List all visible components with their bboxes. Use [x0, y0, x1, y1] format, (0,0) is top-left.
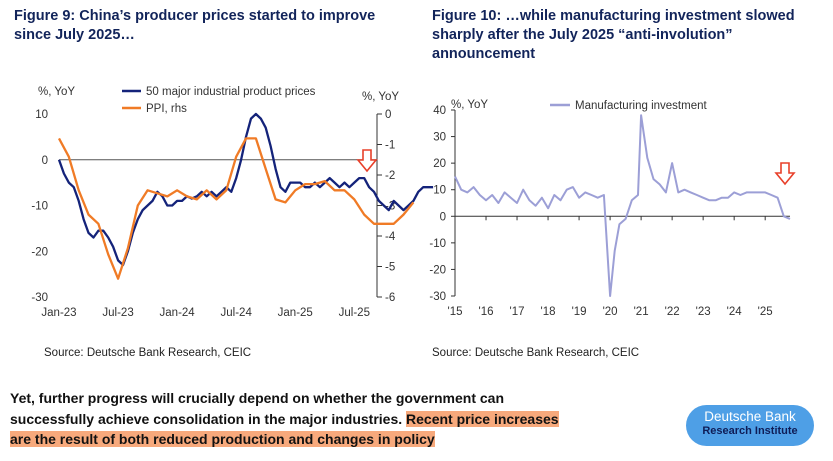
y-tick-label: 10: [433, 185, 446, 197]
x-tick-label: '18: [541, 306, 556, 318]
y-tick-label: -30: [429, 291, 446, 303]
x-tick-label: '23: [696, 306, 711, 318]
y-tick-label: 40: [433, 105, 446, 117]
legend-label: 50 major industrial product prices: [146, 86, 316, 98]
left-tick-label: 10: [35, 109, 48, 121]
x-tick-label: '21: [634, 306, 649, 318]
x-tick-label: Jan-25: [278, 307, 313, 319]
x-tick-label: Jan-24: [160, 307, 196, 319]
x-tick-label: Jul-23: [102, 307, 133, 319]
y-axis-unit: %, YoY: [451, 99, 488, 111]
x-tick-label: Jan-23: [41, 307, 76, 319]
x-tick-label: '17: [510, 306, 525, 318]
left-tick-label: -10: [31, 201, 48, 213]
x-tick-label: '24: [727, 306, 743, 318]
logo-line2: Research Institute: [702, 425, 798, 437]
left-tick-label: 0: [42, 155, 48, 167]
left-axis-unit: %, YoY: [38, 86, 75, 98]
series-line-50-products: [57, 112, 434, 267]
body-text-plain: Yet, further progress will crucially dep…: [10, 390, 504, 427]
y-tick-label: 0: [440, 211, 446, 223]
x-tick-label: Jul-24: [221, 307, 253, 319]
legend-label: PPI, rhs: [146, 103, 187, 115]
right-tick-label: -1: [385, 140, 395, 152]
figure10-source: Source: Deutsche Bank Research, CEIC: [432, 347, 640, 359]
left-tick-label: -20: [31, 246, 48, 258]
left-tick-label: -30: [31, 292, 48, 304]
figure9-title: Figure 9: China’s producer prices starte…: [14, 8, 376, 43]
x-tick-label: '25: [758, 306, 773, 318]
y-tick-label: 30: [433, 132, 446, 144]
figure10-chart: 40 30 20 10 0 -10 -20 -30'15 '16 '17 '18 '19 '20 '21 '…: [429, 99, 796, 318]
legend-label: Manufacturing investment: [575, 100, 707, 112]
down-arrow-annotation: [356, 149, 378, 173]
down-arrow-annotation: [774, 162, 796, 186]
y-tick-label: -20: [429, 264, 446, 276]
figure9-source: Source: Deutsche Bank Research, CEIC: [44, 347, 252, 359]
body-paragraph: Yet, further progress will crucially dep…: [10, 388, 570, 450]
x-tick-label: '16: [479, 306, 494, 318]
right-tick-label: 0: [385, 109, 391, 121]
right-tick-label: -2: [385, 170, 395, 182]
series-line-manufacturing-investment: [454, 114, 791, 297]
y-tick-label: -10: [429, 238, 446, 250]
x-tick-label: '22: [665, 306, 680, 318]
series-line-ppi: [57, 137, 415, 280]
right-tick-label: -6: [385, 292, 395, 304]
logo-line1: Deutsche Bank: [704, 409, 796, 424]
deutsche-bank-logo: Deutsche Bank Research Institute: [686, 405, 814, 446]
x-tick-label: Jul-25: [339, 307, 370, 319]
x-tick-label: '15: [448, 306, 463, 318]
x-tick-label: '20: [603, 306, 618, 318]
right-axis-unit: %, YoY: [362, 91, 399, 103]
y-tick-label: 20: [433, 158, 446, 170]
right-tick-label: -5: [385, 262, 395, 274]
right-tick-label: -4: [385, 231, 396, 243]
x-tick-label: '19: [572, 306, 587, 318]
figure10-title: Figure 10: …while manufacturing investme…: [432, 8, 795, 62]
